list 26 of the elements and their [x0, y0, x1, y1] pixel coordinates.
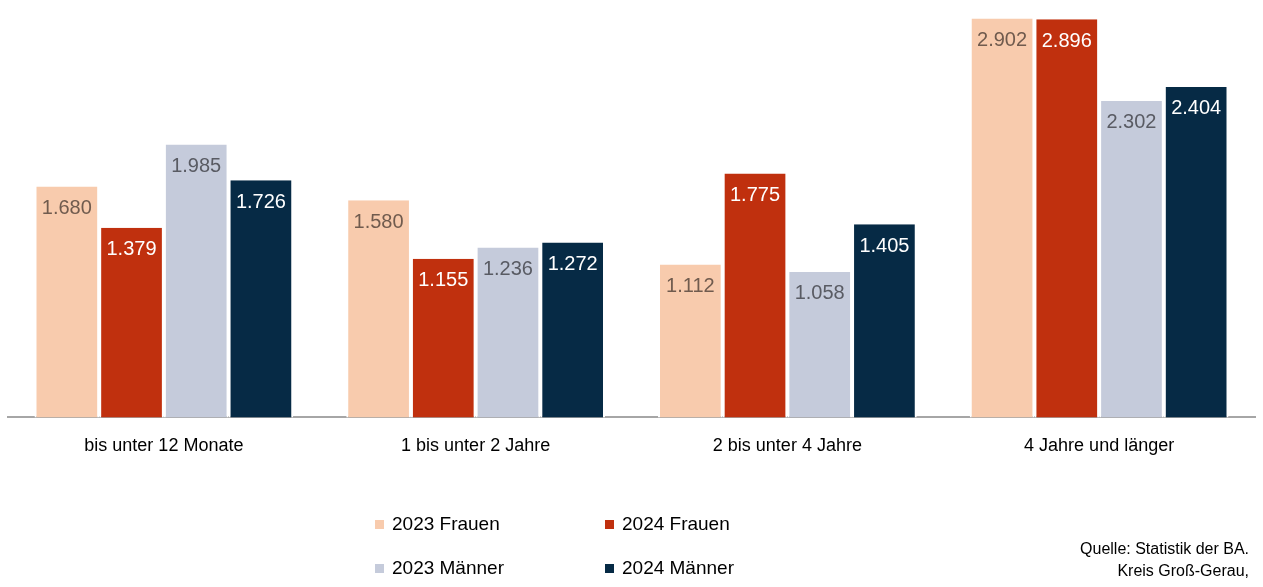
data-label: 1.058 [794, 281, 845, 304]
legend-label: 2023 Männer [392, 557, 504, 579]
data-label: 1.680 [41, 195, 92, 218]
data-label: 2.896 [1041, 28, 1092, 51]
x-tick-label: bis unter 12 Monate [84, 435, 244, 456]
x-tick-label: 4 Jahre und länger [1024, 435, 1175, 456]
data-label: 2.404 [1171, 96, 1222, 119]
data-label: 1.580 [353, 209, 404, 232]
data-label: 1.112 [666, 274, 715, 297]
legend-label: 2023 Frauen [392, 513, 500, 535]
data-label: 2.302 [1106, 110, 1157, 133]
data-label: 1.985 [171, 154, 222, 177]
data-label: 1.155 [418, 268, 469, 291]
data-label: 1.236 [482, 257, 533, 280]
data-label: 1.405 [859, 233, 910, 256]
x-tick-label: 1 bis unter 2 Jahre [401, 435, 551, 456]
data-label: 1.272 [547, 252, 598, 275]
text: Kreis Groß-Gerau, [1116, 561, 1249, 581]
data-label: 1.726 [235, 189, 286, 212]
data-label: 2.902 [977, 27, 1028, 50]
legend-label: 2024 Männer [622, 557, 734, 579]
data-label: 1.379 [106, 237, 157, 260]
legend-label: 2024 Frauen [622, 513, 730, 535]
data-label: 1.775 [730, 182, 781, 205]
x-tick-label: 2 bis unter 4 Jahre [712, 435, 862, 456]
source-note: Quelle: Statistik der BA. [1080, 539, 1249, 559]
